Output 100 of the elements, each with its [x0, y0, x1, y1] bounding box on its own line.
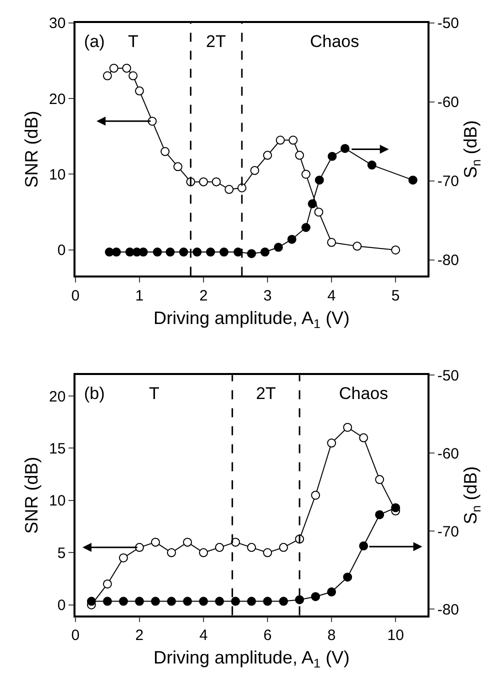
point — [102, 596, 112, 606]
annotation: Chaos — [310, 32, 360, 51]
point — [250, 166, 260, 175]
point — [166, 596, 176, 606]
point — [112, 248, 121, 257]
point — [215, 596, 224, 606]
y-tick-label: 20 — [48, 388, 66, 406]
y2-tick-label: -70 — [437, 173, 460, 190]
point — [134, 542, 144, 552]
point — [391, 503, 400, 512]
point — [352, 242, 362, 251]
x-tick-label: 2 — [135, 627, 144, 644]
y-tick-label: 15 — [48, 440, 66, 458]
y-tick-label: 0 — [57, 597, 66, 614]
y2-tick-label: -80 — [437, 252, 460, 270]
point — [340, 144, 350, 153]
y-tick-label: 10 — [48, 166, 66, 184]
y2-tick-label: -80 — [437, 601, 460, 618]
point — [150, 538, 160, 547]
point — [198, 548, 208, 558]
point — [301, 170, 310, 179]
point — [198, 177, 208, 186]
point — [359, 433, 368, 442]
point — [122, 64, 132, 73]
y2-tick-label: -60 — [437, 445, 460, 462]
y2-tick-label: -50 — [437, 15, 460, 32]
y2-tick-label: -70 — [437, 523, 460, 540]
point — [408, 176, 418, 185]
x-tick-label: 4 — [327, 287, 336, 304]
y-tick-label: 10 — [48, 492, 66, 510]
annotation: Chaos — [339, 384, 388, 403]
point — [247, 542, 256, 552]
point — [276, 136, 285, 145]
annotation: 2T — [206, 32, 226, 51]
annotation: (a) — [84, 32, 105, 51]
x-tick-label: 1 — [135, 287, 144, 304]
y-axis-title: SNR (dB) — [22, 110, 42, 188]
point — [224, 184, 234, 194]
point — [134, 596, 144, 606]
point — [109, 64, 118, 73]
point — [166, 248, 175, 257]
x-tick-label: 0 — [71, 627, 80, 644]
point — [160, 147, 170, 156]
x-tick-label: 2 — [199, 287, 208, 304]
point — [279, 542, 288, 552]
y-tick-label: 30 — [48, 15, 66, 32]
y-tick-label: 5 — [57, 544, 66, 562]
point — [295, 150, 304, 160]
point — [182, 596, 192, 606]
point — [314, 208, 324, 217]
point — [343, 572, 352, 582]
x-axis-title: Driving amplitude, A$_{1}$ (V) — [153, 308, 350, 331]
point — [102, 579, 112, 588]
x-tick-label: 3 — [263, 287, 272, 304]
y-tick-label: 20 — [48, 90, 66, 108]
x-tick-label: 10 — [387, 627, 404, 644]
point — [215, 542, 224, 552]
y2-tick-label: -60 — [437, 94, 460, 112]
point — [287, 234, 296, 244]
y2-tick-label: -50 — [437, 367, 460, 384]
point — [102, 71, 112, 80]
point — [260, 248, 270, 257]
x-tick-label: 4 — [199, 627, 208, 644]
point — [279, 596, 288, 606]
point — [152, 248, 162, 257]
annotation: (b) — [84, 384, 105, 403]
point — [166, 548, 176, 558]
point — [150, 596, 160, 606]
point — [192, 248, 202, 257]
point — [263, 548, 272, 558]
point — [343, 422, 352, 432]
point — [231, 596, 240, 606]
point — [219, 248, 228, 257]
x-tick-label: 6 — [263, 627, 272, 644]
annotation: 2T — [256, 384, 276, 403]
point — [247, 249, 256, 258]
point — [327, 438, 336, 448]
point — [274, 242, 283, 252]
point — [367, 160, 376, 170]
point — [198, 596, 208, 606]
point — [263, 150, 272, 160]
point — [118, 553, 128, 562]
point — [237, 183, 246, 192]
point — [179, 248, 188, 257]
point — [86, 596, 96, 606]
x-tick-label: 0 — [71, 287, 80, 304]
point — [206, 248, 216, 257]
point — [212, 177, 221, 186]
point — [288, 136, 298, 145]
point — [375, 475, 384, 484]
point — [118, 596, 128, 606]
point — [375, 510, 384, 520]
point — [128, 71, 138, 80]
point — [311, 490, 320, 500]
point — [314, 176, 324, 185]
point — [173, 162, 182, 172]
point — [328, 152, 337, 161]
point — [182, 538, 192, 547]
point — [301, 223, 310, 232]
x-tick-label: 8 — [327, 627, 336, 644]
